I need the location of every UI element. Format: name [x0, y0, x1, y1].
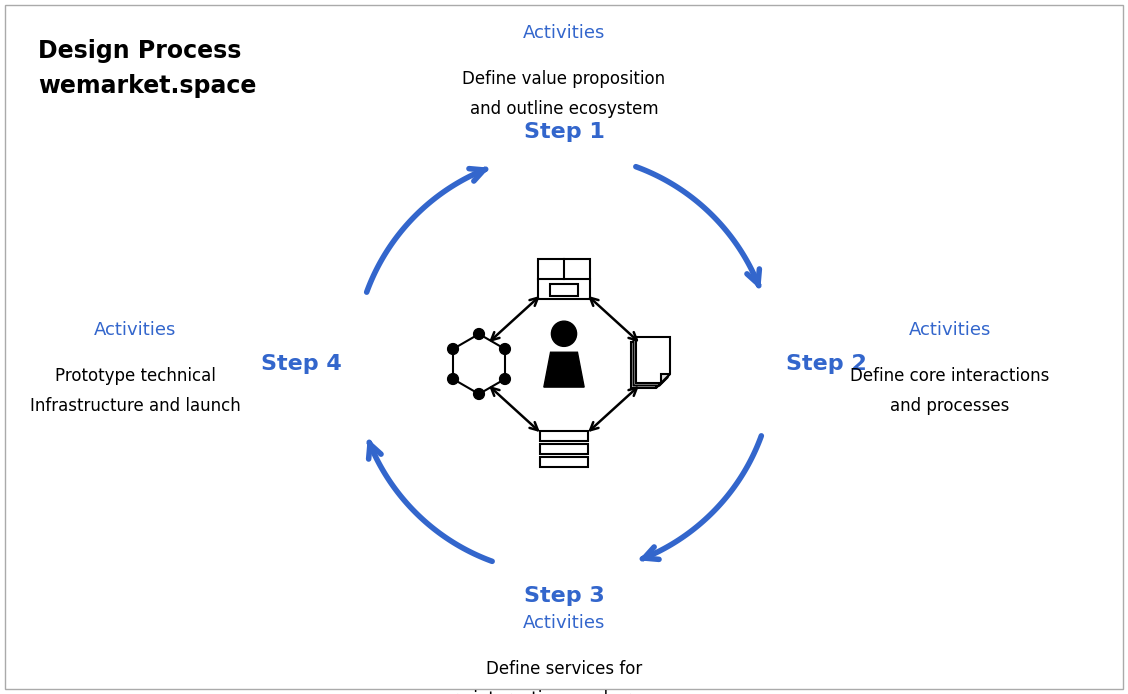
Polygon shape: [656, 379, 666, 388]
Polygon shape: [634, 339, 668, 385]
Polygon shape: [636, 337, 670, 383]
Text: Activities: Activities: [522, 614, 606, 632]
Text: Activities: Activities: [909, 321, 992, 339]
Polygon shape: [631, 342, 666, 388]
Text: wemarket.space: wemarket.space: [38, 74, 256, 98]
Text: Step 4: Step 4: [262, 354, 342, 374]
Text: Activities: Activities: [94, 321, 176, 339]
Text: Activities: Activities: [522, 24, 606, 42]
Circle shape: [500, 373, 510, 384]
FancyBboxPatch shape: [540, 431, 588, 441]
Polygon shape: [544, 353, 584, 387]
Circle shape: [448, 373, 458, 384]
Circle shape: [552, 321, 576, 346]
Text: Step 1: Step 1: [523, 122, 605, 142]
Circle shape: [500, 344, 510, 355]
Text: Design Process: Design Process: [38, 39, 241, 63]
Text: Define value proposition: Define value proposition: [462, 70, 666, 88]
Circle shape: [474, 389, 484, 400]
FancyBboxPatch shape: [540, 457, 588, 467]
Text: and outline ecosystem: and outline ecosystem: [469, 100, 659, 118]
FancyBboxPatch shape: [538, 259, 590, 299]
Circle shape: [474, 328, 484, 339]
Text: Infrastructure and launch: Infrastructure and launch: [29, 397, 240, 415]
Polygon shape: [661, 374, 670, 383]
Text: Define core interactions: Define core interactions: [851, 367, 1050, 385]
FancyBboxPatch shape: [540, 444, 588, 454]
Text: Step 3: Step 3: [523, 586, 605, 606]
Polygon shape: [659, 377, 668, 385]
Text: Step 2: Step 2: [786, 354, 866, 374]
Circle shape: [448, 344, 458, 355]
Text: Define services for: Define services for: [486, 660, 642, 678]
Text: and processes: and processes: [890, 397, 1010, 415]
FancyBboxPatch shape: [549, 284, 579, 296]
Text: Prototype technical: Prototype technical: [54, 367, 215, 385]
Text: core interactions and processes: core interactions and processes: [432, 690, 696, 694]
